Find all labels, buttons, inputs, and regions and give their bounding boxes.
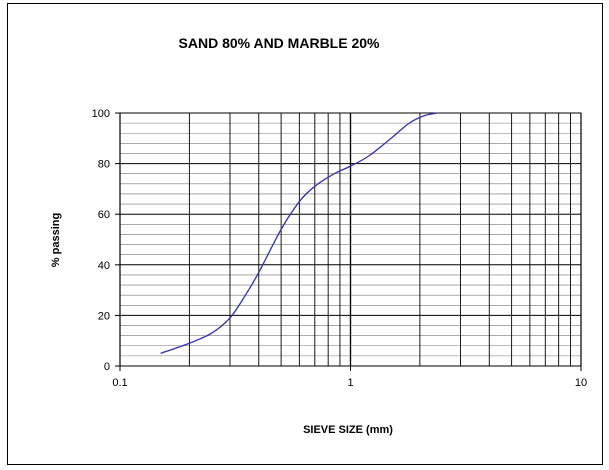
x-axis-label: SIEVE SIZE (mm): [303, 424, 393, 436]
y-tick-label: 20: [98, 310, 110, 322]
series-line: [160, 112, 439, 354]
x-tick-label: 10: [575, 377, 587, 389]
y-tick-label: 100: [92, 108, 110, 120]
y-tick-label: 60: [98, 209, 110, 221]
y-tick-label: 0: [104, 361, 110, 373]
x-tick-label: 0.1: [112, 377, 127, 389]
x-tick-label: 1: [347, 377, 353, 389]
grid: [115, 112, 582, 371]
y-axis-label: % passing: [50, 213, 62, 267]
y-tick-label: 80: [98, 159, 110, 171]
series-layer: [160, 112, 439, 354]
tick-labels: 0 20 40 60 80 100 0.1 1 10: [92, 108, 587, 389]
chart-title: SAND 80% AND MARBLE 20%: [179, 35, 381, 51]
chart-frame: [7, 3, 603, 465]
y-tick-label: 40: [98, 260, 110, 272]
